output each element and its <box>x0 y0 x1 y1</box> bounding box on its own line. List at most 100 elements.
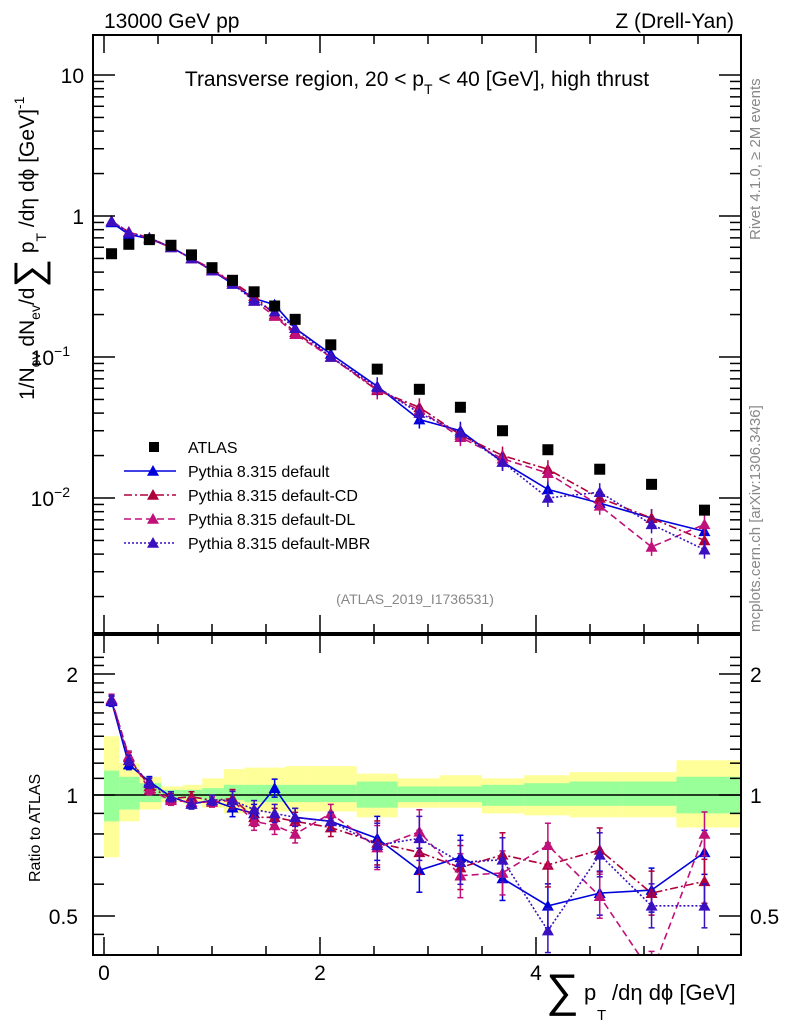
data-point <box>185 249 197 261</box>
data-point <box>646 478 658 490</box>
data-point <box>698 518 711 530</box>
ratio-y-tick-label-left: 0.5 <box>49 906 78 929</box>
uncertainty-band-inner <box>202 788 224 801</box>
data-point <box>413 832 426 844</box>
data-point <box>594 463 606 475</box>
data-point <box>593 890 606 902</box>
legend-label: Pythia 8.315 default-MBR <box>188 536 370 553</box>
ratio-y-tick-label-right: 2 <box>750 664 762 687</box>
data-point <box>143 783 156 795</box>
data-point <box>371 363 383 375</box>
svg-text:∑: ∑ <box>546 964 579 1016</box>
data-point <box>698 534 711 546</box>
legend-marker <box>147 513 159 524</box>
data-point <box>143 234 155 246</box>
data-point <box>454 426 467 438</box>
uncertainty-band-inner <box>285 784 306 803</box>
data-point <box>123 238 135 250</box>
data-point <box>371 381 384 393</box>
data-point <box>646 967 658 978</box>
legend-label: ATLAS <box>188 440 238 457</box>
series-pythia-8-315-default-mbr <box>105 215 711 559</box>
x-tick-label: 4 <box>530 962 542 985</box>
mcplots-text: mcplots.cern.ch [arXiv:1306.3436] <box>747 405 764 632</box>
data-point <box>206 262 218 274</box>
main-y-tick-label: 1 <box>72 206 84 229</box>
legend-label: Pythia 8.315 default-DL <box>188 512 355 529</box>
data-point <box>248 286 260 298</box>
legend-label: Pythia 8.315 default <box>188 464 330 481</box>
data-point <box>371 839 384 851</box>
data-point <box>248 803 261 815</box>
uncertainty-band-inner <box>569 781 623 806</box>
data-point <box>496 853 509 865</box>
data-point <box>289 827 302 839</box>
data-point <box>289 313 301 325</box>
data-point <box>541 467 554 478</box>
x-tick-label: 2 <box>314 962 326 985</box>
data-point <box>165 239 177 251</box>
data-point <box>185 797 198 809</box>
legend-item-pythia-8-315-default-cd: Pythia 8.315 default-CD <box>124 488 358 505</box>
legend-marker <box>149 442 159 452</box>
data-point <box>454 856 467 868</box>
legend-item-pythia-8-315-default-dl: Pythia 8.315 default-DL <box>124 512 355 529</box>
legend: ATLAS Pythia 8.315 default Pythia 8.315 de… <box>124 440 370 553</box>
data-point <box>269 300 281 312</box>
data-point <box>289 322 302 334</box>
data-point <box>593 848 606 860</box>
data-point <box>122 754 135 766</box>
ratio-y-tick-label-right: 1 <box>750 785 762 808</box>
data-point <box>164 790 177 802</box>
svg-text:T: T <box>597 1007 606 1024</box>
main-y-tick-label: 10−2 <box>31 484 71 511</box>
data-point <box>106 248 118 260</box>
series-line <box>111 221 705 533</box>
rivet-version-text: Rivet 4.1.0, ≥ 2M events <box>747 78 764 240</box>
series-line <box>110 699 706 955</box>
ratio-series-pythia-8-315-default-dl <box>105 693 711 978</box>
data-point <box>593 486 606 497</box>
data-point <box>541 492 554 503</box>
chart-title: Transverse region, 20 < pT < 40 [GeV], h… <box>185 68 649 97</box>
data-point <box>226 794 239 806</box>
data-point <box>413 383 425 395</box>
series-atlas <box>106 234 710 516</box>
data-point <box>454 401 466 413</box>
uncertainty-band-inner <box>244 784 265 803</box>
header-left: 13000 GeV pp <box>104 10 239 33</box>
data-point <box>105 694 118 706</box>
legend-item-atlas: ATLAS <box>149 440 238 457</box>
uncertainty-band-inner <box>104 770 120 822</box>
data-point <box>248 815 261 827</box>
data-point <box>541 839 554 851</box>
data-point <box>645 540 658 552</box>
data-point <box>289 328 302 340</box>
data-point <box>593 499 606 511</box>
data-point <box>122 226 135 238</box>
data-point <box>496 456 509 467</box>
legend-label: Pythia 8.315 default-CD <box>188 488 358 505</box>
legend-item-pythia-8-315-default: Pythia 8.315 default <box>124 464 330 481</box>
x-axis-title: ∑ p T /dη dϕ [GeV] <box>546 964 736 1024</box>
data-point <box>227 274 239 286</box>
uncertainty-band-inner <box>223 784 245 801</box>
data-point <box>698 543 711 555</box>
ratio-y-tick-label-left: 1 <box>66 785 78 808</box>
data-point <box>324 351 337 362</box>
data-point <box>645 899 658 911</box>
data-point <box>268 807 281 819</box>
data-point <box>698 899 711 911</box>
ratio-panel: 2 2 1 1 0.5 0.5 0 2 4 <box>49 634 779 985</box>
data-point <box>541 483 554 495</box>
data-point <box>268 819 281 831</box>
data-point <box>105 215 118 226</box>
main-frame <box>92 34 742 634</box>
data-point <box>645 518 658 530</box>
data-point <box>698 504 710 516</box>
legend-marker <box>147 489 159 500</box>
data-point <box>143 777 156 788</box>
data-point <box>325 339 337 351</box>
svg-text:/dη dϕ [GeV]: /dη dϕ [GeV] <box>612 980 736 1005</box>
data-point <box>324 815 337 827</box>
